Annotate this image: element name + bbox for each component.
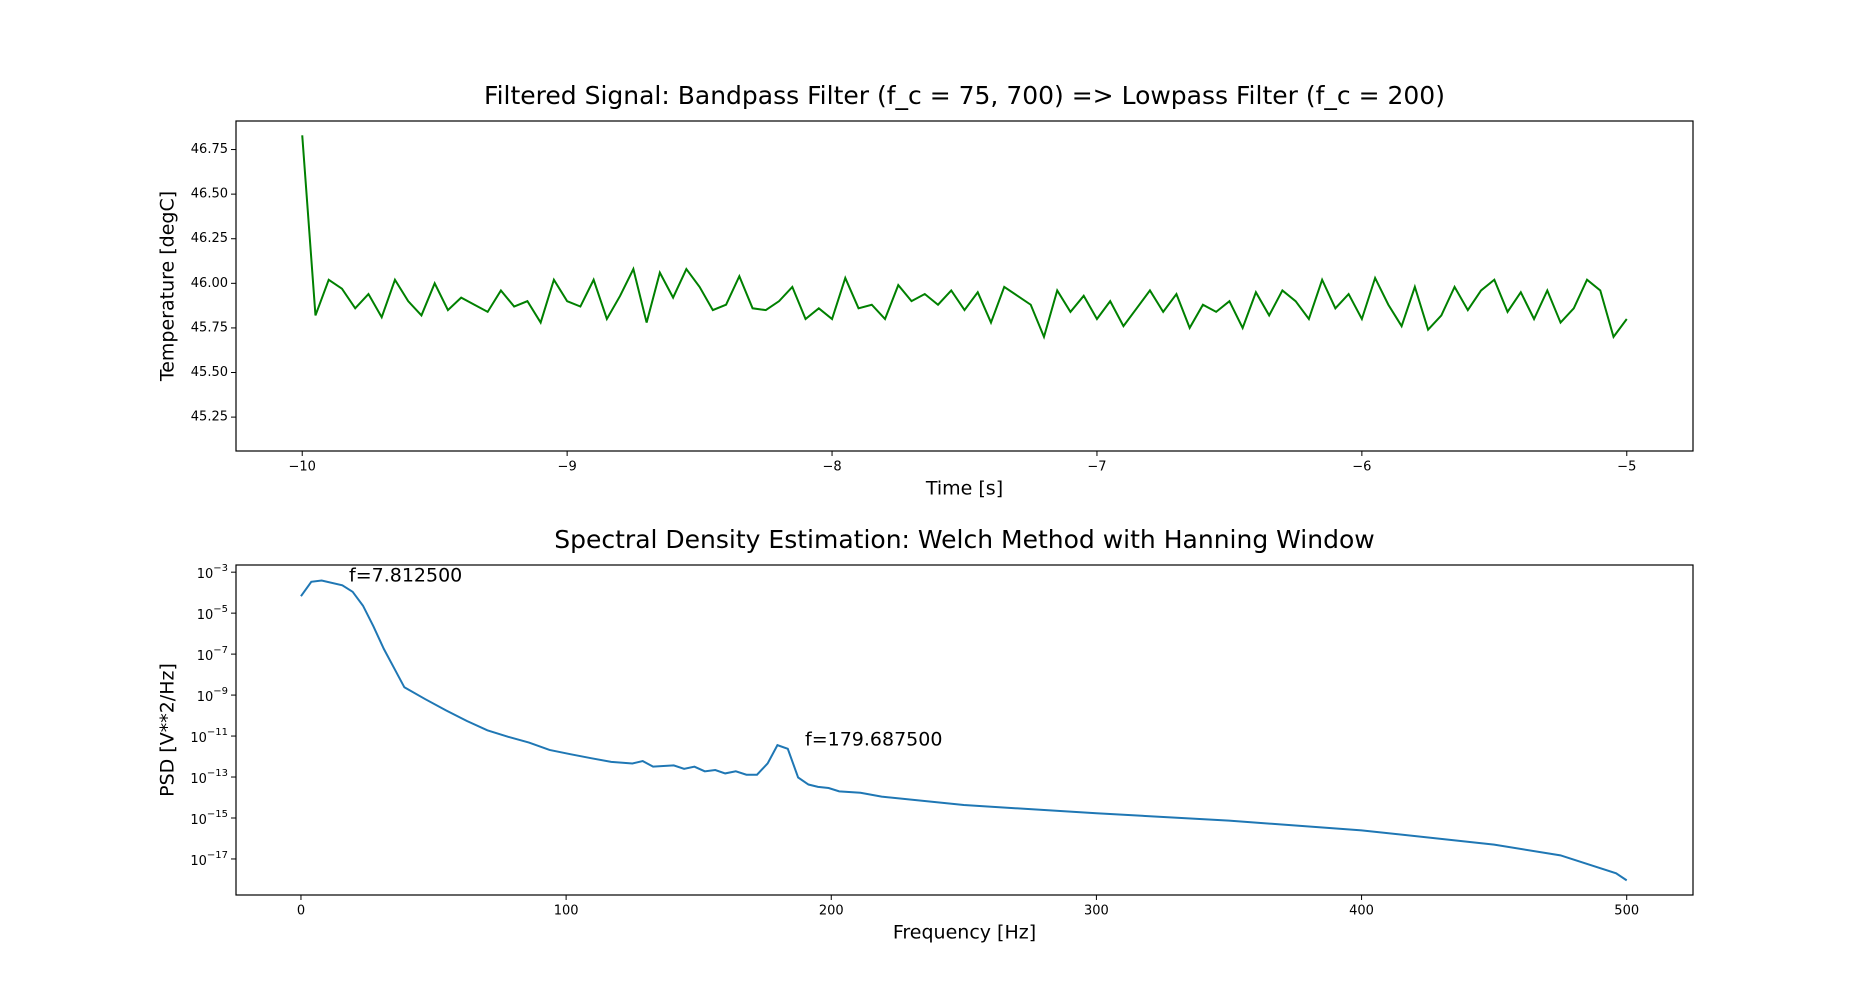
x-tick-label: 500: [1614, 904, 1639, 919]
x-tick-label: 100: [554, 904, 579, 919]
x-tick-label: −8: [822, 460, 841, 475]
annotation: f=179.687500: [805, 729, 942, 751]
x-tick-label: −10: [289, 460, 316, 475]
chart-title: Spectral Density Estimation: Welch Metho…: [554, 525, 1374, 554]
x-axis-label: Time [s]: [925, 478, 1003, 500]
x-axis-label: Frequency [Hz]: [893, 922, 1036, 944]
y-tick-label: 10−13: [190, 768, 228, 787]
annotation: f=7.812500: [349, 565, 462, 587]
y-tick-label: 45.25: [191, 410, 228, 425]
x-tick-label: −5: [1617, 460, 1636, 475]
y-tick-label: 10−9: [197, 686, 228, 705]
y-tick-label: 46.50: [191, 187, 228, 202]
axes-frame: [235, 564, 1694, 896]
x-tick-label: −6: [1352, 460, 1371, 475]
y-tick-label: 10−3: [197, 563, 228, 582]
y-tick-label: 46.75: [191, 142, 228, 157]
x-tick-label: 300: [1084, 904, 1109, 919]
y-axis-label: PSD [V**2/Hz]: [157, 663, 179, 797]
y-tick-label: 45.75: [191, 320, 228, 335]
y-tick-label: 10−11: [190, 727, 228, 746]
axes-frame: [235, 120, 1694, 452]
x-tick-label: −9: [558, 460, 577, 475]
x-tick-label: 400: [1349, 904, 1374, 919]
data-line: [300, 579, 1628, 882]
y-tick-label: 45.50: [191, 365, 228, 380]
x-tick-label: 200: [819, 904, 844, 919]
x-tick-label: 0: [297, 904, 305, 919]
chart-title: Filtered Signal: Bandpass Filter (f_c = …: [484, 81, 1445, 110]
y-tick-label: 46.25: [191, 231, 228, 246]
y-tick-label: 10−7: [197, 645, 228, 664]
y-tick-label: 10−15: [190, 809, 228, 828]
x-tick-label: −7: [1087, 460, 1106, 475]
y-tick-label: 10−17: [190, 850, 228, 869]
y-axis-label: Temperature [degC]: [157, 191, 179, 382]
y-tick-label: 10−5: [197, 604, 228, 623]
data-line: [301, 135, 1628, 340]
y-tick-label: 46.00: [191, 276, 228, 291]
